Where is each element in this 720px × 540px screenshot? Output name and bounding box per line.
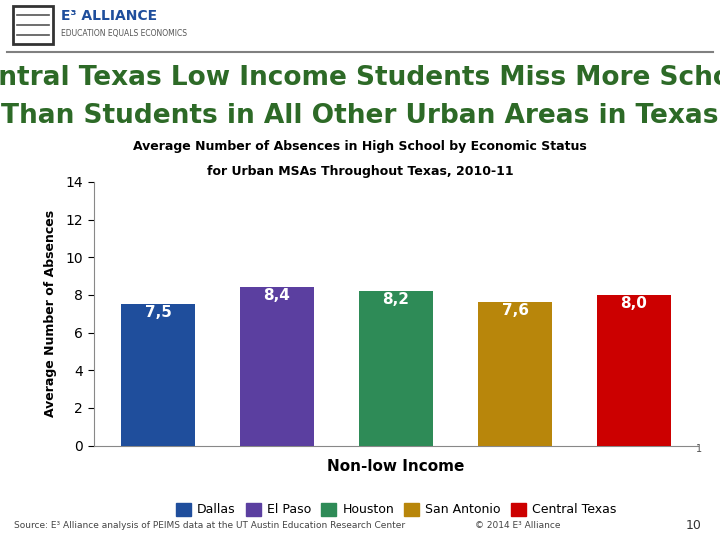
Bar [13, 5, 53, 44]
Text: 7,6: 7,6 [502, 303, 528, 319]
Text: Source: E³ Alliance analysis of PEIMS data at the UT Austin Education Research C: Source: E³ Alliance analysis of PEIMS da… [14, 521, 405, 530]
Bar [359, 291, 433, 446]
Text: 8,2: 8,2 [382, 292, 410, 307]
Text: 7,5: 7,5 [145, 305, 171, 320]
X-axis label: Non-low Income: Non-low Income [328, 458, 464, 474]
Bar [478, 302, 552, 446]
Y-axis label: Average Number of Absences: Average Number of Absences [44, 210, 57, 417]
Text: Average Number of Absences in High School by Economic Status: Average Number of Absences in High Schoo… [133, 140, 587, 153]
Text: for Urban MSAs Throughout Texas, 2010-11: for Urban MSAs Throughout Texas, 2010-11 [207, 165, 513, 178]
Text: Than Students in All Other Urban Areas in Texas: Than Students in All Other Urban Areas i… [1, 103, 719, 129]
Bar [597, 295, 671, 446]
Text: Central Texas Low Income Students Miss More School: Central Texas Low Income Students Miss M… [0, 65, 720, 91]
Text: 10: 10 [686, 518, 702, 532]
Bar [240, 287, 314, 446]
Legend: Dallas, El Paso, Houston, San Antonio, Central Texas: Dallas, El Paso, Houston, San Antonio, C… [171, 498, 621, 522]
Bar [121, 305, 195, 445]
Text: © 2014 E³ Alliance: © 2014 E³ Alliance [475, 521, 561, 530]
Text: 8,0: 8,0 [621, 296, 647, 311]
Text: E³ ALLIANCE: E³ ALLIANCE [61, 10, 158, 23]
Text: 8,4: 8,4 [264, 288, 290, 303]
Text: EDUCATION EQUALS ECONOMICS: EDUCATION EQUALS ECONOMICS [61, 29, 187, 38]
Text: 1: 1 [696, 443, 702, 454]
